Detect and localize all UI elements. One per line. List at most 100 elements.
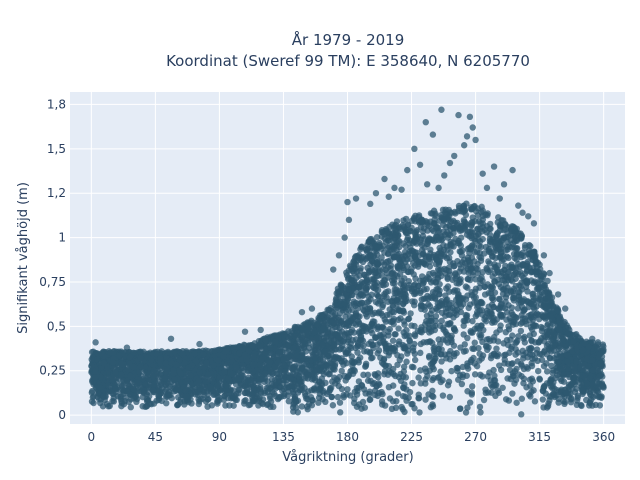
- data-point: [360, 342, 367, 349]
- data-point: [335, 382, 343, 390]
- data-point: [378, 254, 385, 261]
- data-point: [175, 401, 182, 408]
- data-point: [457, 265, 465, 272]
- data-point: [497, 366, 505, 374]
- data-point: [462, 347, 469, 355]
- data-point: [306, 336, 313, 344]
- data-point: [379, 390, 386, 398]
- data-point: [465, 269, 472, 277]
- data-point: [401, 408, 408, 416]
- data-point: [214, 398, 221, 405]
- data-point: [430, 393, 437, 400]
- data-point: [594, 345, 601, 352]
- data-point: [304, 375, 312, 382]
- data-point: [452, 270, 459, 277]
- data-point: [345, 307, 352, 314]
- data-point: [477, 257, 485, 264]
- data-point: [458, 380, 466, 388]
- data-point: [341, 331, 348, 338]
- data-point: [438, 317, 445, 325]
- data-point: [499, 290, 507, 298]
- data-point: [387, 262, 395, 269]
- data-point: [377, 310, 385, 317]
- data-point: [208, 402, 216, 409]
- data-point: [121, 397, 129, 405]
- data-point: [400, 329, 407, 336]
- data-point: [181, 359, 188, 366]
- data-point: [532, 322, 540, 330]
- data-point: [378, 227, 386, 234]
- data-point: [415, 374, 422, 381]
- data-point: [471, 371, 479, 378]
- data-point: [166, 383, 173, 390]
- data-point: [367, 396, 374, 403]
- data-points: [88, 200, 607, 418]
- data-point: [538, 356, 546, 364]
- data-point: [459, 371, 467, 378]
- data-point: [296, 373, 303, 380]
- data-point: [93, 356, 100, 363]
- data-point: [389, 251, 397, 259]
- data-point: [496, 254, 503, 261]
- data-point: [221, 393, 228, 400]
- data-point: [464, 388, 471, 395]
- data-point: [88, 398, 96, 405]
- data-point: [324, 342, 331, 350]
- data-point: [475, 236, 482, 244]
- data-point: [496, 311, 504, 319]
- data-point: [149, 351, 156, 358]
- data-point: [398, 403, 405, 411]
- data-point: [475, 230, 482, 238]
- data-point: [393, 398, 400, 405]
- data-point: [354, 387, 361, 394]
- data-point: [403, 358, 410, 365]
- data-point: [455, 298, 462, 306]
- data-point: [318, 312, 325, 319]
- data-point: [469, 345, 476, 352]
- data-point: [230, 402, 237, 409]
- data-point: [409, 347, 417, 354]
- data-point: [486, 235, 494, 242]
- data-point: [334, 393, 342, 401]
- data-point: [360, 386, 368, 393]
- data-point: [313, 321, 320, 328]
- data-point: [469, 242, 476, 249]
- data-point: [343, 391, 350, 398]
- data-point: [123, 377, 131, 385]
- data-point: [373, 382, 380, 390]
- data-point: [370, 251, 378, 259]
- data-point: [434, 374, 442, 381]
- data-point: [329, 402, 337, 409]
- data-point: [568, 395, 575, 402]
- data-point: [126, 353, 134, 361]
- data-point: [323, 333, 330, 341]
- data-point: [369, 341, 376, 349]
- data-point: [394, 361, 401, 368]
- data-point: [505, 254, 512, 262]
- data-point: [555, 359, 562, 366]
- data-point: [429, 269, 437, 277]
- data-point: [432, 355, 439, 362]
- data-point: [417, 340, 425, 348]
- data-point: [361, 271, 368, 279]
- data-point: [564, 330, 571, 337]
- data-point: [328, 393, 335, 401]
- data-point: [429, 253, 437, 261]
- data-point: [529, 268, 536, 276]
- data-point: [298, 386, 306, 394]
- data-point: [378, 297, 386, 304]
- data-point: [97, 399, 104, 407]
- data-point: [222, 402, 229, 409]
- data-point: [573, 385, 580, 392]
- data-point: [417, 380, 425, 387]
- data-point: [543, 368, 551, 375]
- data-point: [394, 390, 402, 397]
- data-point: [535, 367, 542, 375]
- data-point: [100, 359, 108, 367]
- data-point: [427, 361, 435, 368]
- data-point: [489, 273, 496, 280]
- data-point: [470, 354, 477, 362]
- data-point: [432, 312, 440, 320]
- data-point: [232, 381, 240, 388]
- data-point: [586, 399, 593, 407]
